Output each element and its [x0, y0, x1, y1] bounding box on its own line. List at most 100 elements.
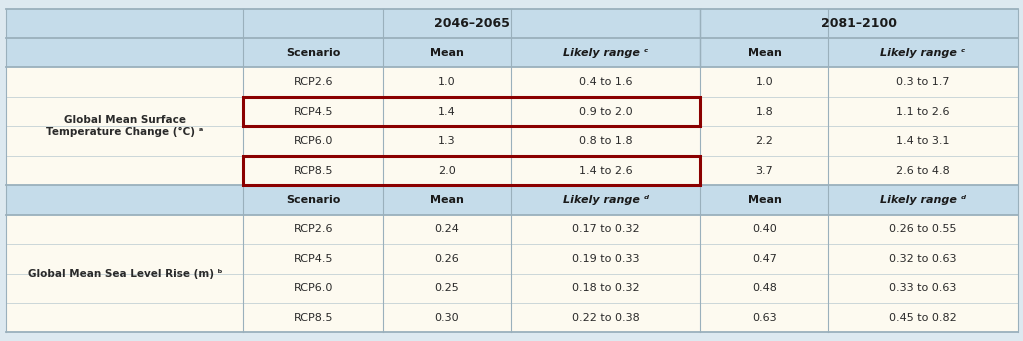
Text: Likely range ᶜ: Likely range ᶜ [563, 48, 649, 58]
Text: 1.3: 1.3 [438, 136, 456, 146]
Text: 0.17 to 0.32: 0.17 to 0.32 [572, 224, 639, 234]
FancyBboxPatch shape [6, 185, 243, 215]
Text: 0.48: 0.48 [752, 283, 776, 293]
Text: 0.24: 0.24 [435, 224, 459, 234]
FancyBboxPatch shape [829, 185, 1018, 215]
Text: 3.7: 3.7 [756, 165, 773, 176]
FancyBboxPatch shape [829, 303, 1018, 332]
FancyBboxPatch shape [701, 185, 829, 215]
FancyBboxPatch shape [383, 215, 512, 244]
Text: 1.8: 1.8 [756, 107, 773, 117]
FancyBboxPatch shape [243, 156, 383, 185]
Text: Global Mean Sea Level Rise (m) ᵇ: Global Mean Sea Level Rise (m) ᵇ [28, 269, 222, 279]
Text: Mean: Mean [748, 48, 782, 58]
FancyBboxPatch shape [383, 303, 512, 332]
Text: 0.9 to 2.0: 0.9 to 2.0 [579, 107, 632, 117]
Text: RCP6.0: RCP6.0 [294, 283, 332, 293]
FancyBboxPatch shape [383, 156, 512, 185]
FancyBboxPatch shape [6, 215, 243, 332]
Text: RCP2.6: RCP2.6 [294, 224, 332, 234]
Text: 2081–2100: 2081–2100 [821, 17, 897, 30]
Text: 0.25: 0.25 [435, 283, 459, 293]
Text: 1.4 to 3.1: 1.4 to 3.1 [896, 136, 950, 146]
Text: Scenario: Scenario [286, 195, 341, 205]
Text: RCP8.5: RCP8.5 [294, 313, 332, 323]
Text: Mean: Mean [748, 195, 782, 205]
FancyBboxPatch shape [383, 68, 512, 97]
FancyBboxPatch shape [701, 215, 829, 244]
Text: RCP8.5: RCP8.5 [294, 165, 332, 176]
Text: RCP2.6: RCP2.6 [294, 77, 332, 87]
FancyBboxPatch shape [701, 303, 829, 332]
FancyBboxPatch shape [701, 38, 829, 68]
FancyBboxPatch shape [512, 215, 701, 244]
Text: 0.22 to 0.38: 0.22 to 0.38 [572, 313, 639, 323]
FancyBboxPatch shape [243, 185, 383, 215]
Text: RCP4.5: RCP4.5 [294, 107, 332, 117]
FancyBboxPatch shape [829, 215, 1018, 244]
FancyBboxPatch shape [701, 273, 829, 303]
Text: 1.0: 1.0 [438, 77, 456, 87]
Text: 0.30: 0.30 [435, 313, 459, 323]
FancyBboxPatch shape [829, 126, 1018, 156]
Text: 1.4 to 2.6: 1.4 to 2.6 [579, 165, 632, 176]
FancyBboxPatch shape [829, 156, 1018, 185]
FancyBboxPatch shape [512, 303, 701, 332]
FancyBboxPatch shape [243, 244, 383, 273]
Text: RCP4.5: RCP4.5 [294, 254, 332, 264]
FancyBboxPatch shape [512, 97, 701, 126]
FancyBboxPatch shape [383, 38, 512, 68]
Text: 0.63: 0.63 [752, 313, 776, 323]
Text: Global Mean Surface
Temperature Change (°C) ᵃ: Global Mean Surface Temperature Change (… [46, 116, 204, 137]
FancyBboxPatch shape [243, 303, 383, 332]
FancyBboxPatch shape [829, 68, 1018, 97]
FancyBboxPatch shape [701, 126, 829, 156]
FancyBboxPatch shape [701, 97, 829, 126]
FancyBboxPatch shape [243, 126, 383, 156]
Text: 0.18 to 0.32: 0.18 to 0.32 [572, 283, 639, 293]
Text: 2.6 to 4.8: 2.6 to 4.8 [896, 165, 950, 176]
Text: 1.0: 1.0 [756, 77, 773, 87]
Text: Likely range ᶜ: Likely range ᶜ [881, 48, 966, 58]
Text: 1.1 to 2.6: 1.1 to 2.6 [896, 107, 950, 117]
Text: 0.26: 0.26 [435, 254, 459, 264]
FancyBboxPatch shape [383, 273, 512, 303]
FancyBboxPatch shape [243, 38, 383, 68]
Text: 0.40: 0.40 [752, 224, 776, 234]
FancyBboxPatch shape [701, 68, 829, 97]
FancyBboxPatch shape [383, 244, 512, 273]
FancyBboxPatch shape [243, 215, 383, 244]
FancyBboxPatch shape [6, 38, 243, 68]
Text: Likely range ᵈ: Likely range ᵈ [880, 195, 966, 205]
Text: Mean: Mean [430, 48, 464, 58]
FancyBboxPatch shape [383, 97, 512, 126]
Text: 2.2: 2.2 [756, 136, 773, 146]
Text: Likely range ᵈ: Likely range ᵈ [563, 195, 649, 205]
Text: 0.45 to 0.82: 0.45 to 0.82 [889, 313, 958, 323]
Text: 2.0: 2.0 [438, 165, 456, 176]
FancyBboxPatch shape [243, 97, 383, 126]
FancyBboxPatch shape [512, 273, 701, 303]
FancyBboxPatch shape [383, 185, 512, 215]
FancyBboxPatch shape [829, 38, 1018, 68]
Text: 0.4 to 1.6: 0.4 to 1.6 [579, 77, 632, 87]
Text: 2046–2065: 2046–2065 [434, 17, 509, 30]
FancyBboxPatch shape [243, 273, 383, 303]
Text: 1.4: 1.4 [438, 107, 456, 117]
FancyBboxPatch shape [512, 68, 701, 97]
FancyBboxPatch shape [512, 185, 701, 215]
FancyBboxPatch shape [829, 273, 1018, 303]
FancyBboxPatch shape [701, 244, 829, 273]
Text: Mean: Mean [430, 195, 464, 205]
Text: 0.32 to 0.63: 0.32 to 0.63 [889, 254, 957, 264]
FancyBboxPatch shape [512, 38, 701, 68]
FancyBboxPatch shape [701, 9, 1018, 38]
Text: 0.3 to 1.7: 0.3 to 1.7 [896, 77, 950, 87]
FancyBboxPatch shape [701, 156, 829, 185]
FancyBboxPatch shape [6, 9, 243, 38]
FancyBboxPatch shape [383, 126, 512, 156]
FancyBboxPatch shape [829, 244, 1018, 273]
FancyBboxPatch shape [6, 68, 243, 185]
Text: 0.19 to 0.33: 0.19 to 0.33 [572, 254, 639, 264]
Text: 0.26 to 0.55: 0.26 to 0.55 [889, 224, 957, 234]
